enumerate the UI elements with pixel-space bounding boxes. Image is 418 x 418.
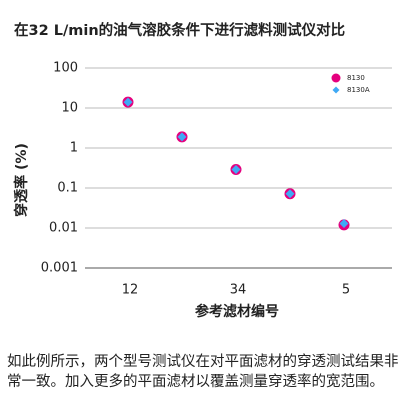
legend-label: 8130A	[347, 86, 370, 94]
y-tick-label: 100	[53, 61, 78, 76]
y-axis-label: 穿透率 (%)	[13, 143, 30, 217]
y-tick-label: 0.1	[57, 181, 78, 196]
legend-marker	[331, 73, 341, 83]
x-tick-label: 12	[122, 283, 139, 298]
diamond-point	[339, 218, 349, 228]
y-tick-label: 0.01	[49, 221, 78, 236]
y-tick-label: 1	[70, 141, 78, 156]
x-tick-label: 34	[230, 283, 247, 298]
x-tick-label: 5	[342, 283, 350, 298]
chart-title: 在32 L/min的油气溶胶条件下进行滤料测试仪对比	[14, 21, 345, 39]
legend-label: 8130	[347, 74, 365, 82]
y-tick-label: 0.001	[41, 261, 78, 276]
x-axis-label: 参考滤材编号	[195, 303, 279, 320]
y-tick-label: 10	[61, 101, 78, 116]
diamond-point	[177, 132, 187, 142]
diamond-point	[123, 97, 133, 107]
diamond-point	[231, 165, 241, 175]
legend-marker	[332, 86, 340, 94]
diamond-point	[285, 189, 295, 199]
caption: 如此例所示，两个型号测试仪在对平面滤材的穿透测试结果非常一致。加入更多的平面滤材…	[7, 354, 399, 390]
chart: 在32 L/min的油气溶胶条件下进行滤料测试仪对比 穿透率 (%) 参考滤材编…	[13, 21, 392, 320]
